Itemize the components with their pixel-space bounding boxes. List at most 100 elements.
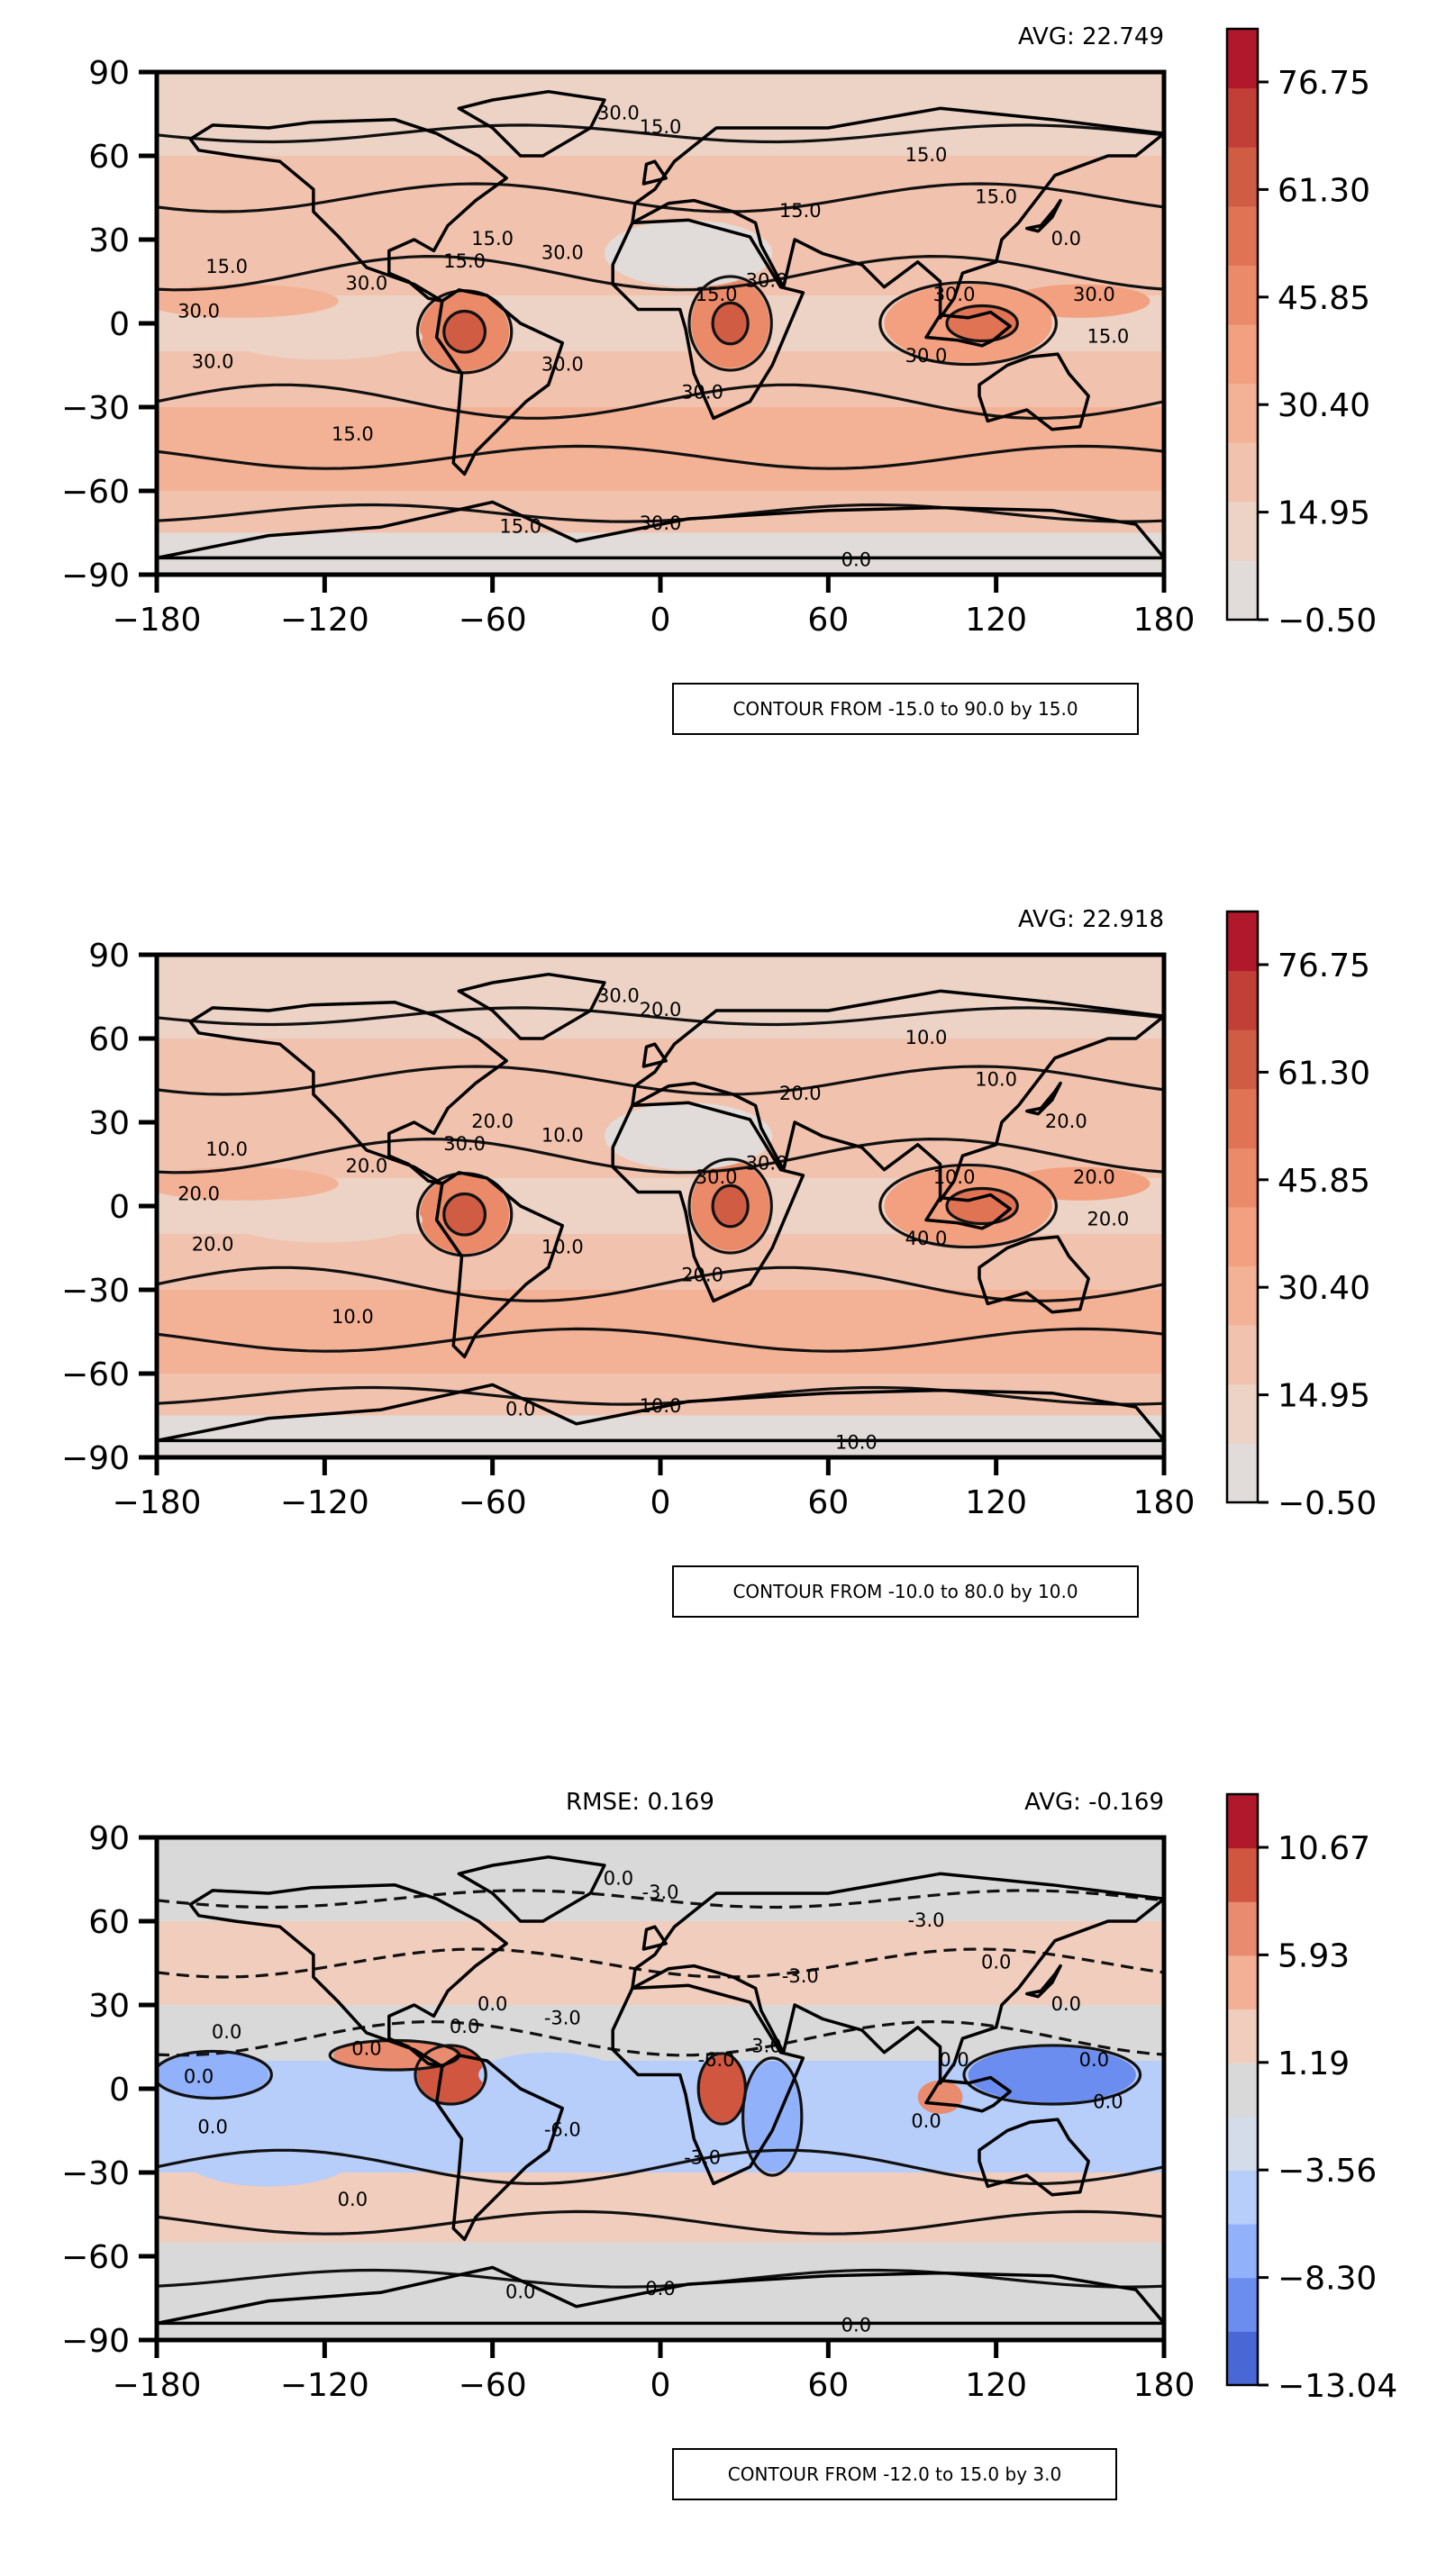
contour-line <box>878 1163 1059 1249</box>
contour-label: 0.0 <box>477 1993 507 2015</box>
colorbar-segment <box>1227 501 1258 561</box>
colorbar-segment <box>1227 324 1258 385</box>
map-panel-3: RMSE: 0.169 AVG: -0.169 0.0 0.0 0.0 0.0 0.0 0… <box>0 1765 1446 2576</box>
y-tick-label: 60 <box>88 139 130 176</box>
x-tick-label: 180 <box>1133 2367 1196 2404</box>
contour-line <box>442 309 487 354</box>
contour-label: 20.0 <box>681 1265 723 1286</box>
contour-label: 0.0 <box>450 2016 479 2037</box>
contour-label: 0.0 <box>505 2281 535 2302</box>
contour-label: 30.0 <box>696 1166 738 1188</box>
contour-note: CONTOUR FROM -12.0 to 15.0 by 3.0 <box>672 2448 1117 2500</box>
contour-label: 30.0 <box>177 301 220 322</box>
coastline <box>434 288 565 476</box>
colorbar-segment <box>1227 1847 1258 1902</box>
contour-line <box>157 123 1164 144</box>
colorbar-segment <box>1227 2063 1258 2118</box>
contour-label: 15.0 <box>696 284 738 305</box>
contour-label: 0.0 <box>939 2049 969 2071</box>
field-blob <box>478 2052 619 2098</box>
contour-label: 0.0 <box>841 2315 871 2336</box>
contour-label: 0.0 <box>184 2066 214 2088</box>
filled-field <box>157 1837 1164 2340</box>
contour-label: -3.0 <box>544 2008 581 2029</box>
colorbar-tick-label: 30.40 <box>1278 1270 1370 1307</box>
colorbar-tick-label: −13.04 <box>1278 2368 1397 2405</box>
contour-label: 15.0 <box>205 256 248 277</box>
rmse-label: RMSE: 0.169 <box>566 1789 714 1816</box>
colorbar-segment <box>1227 87 1258 148</box>
coastline <box>157 2265 1164 2326</box>
field-band <box>157 1290 1164 1374</box>
colorbar-tick-label: 76.75 <box>1278 65 1370 102</box>
coastline <box>1025 198 1062 233</box>
contour-label: 0.0 <box>197 2116 227 2137</box>
colorbar-tick-label: −0.50 <box>1278 1485 1377 1522</box>
colorbar-segment <box>1227 1901 1258 1956</box>
colorbar-segment <box>1227 29 1258 89</box>
x-tick-label: −120 <box>280 2367 369 2404</box>
map-panel-1: AVG: 22.749 15.0 30.0 30.0 15.0 30.0 15.0 15.0… <box>0 0 1446 811</box>
field-band <box>157 72 1164 156</box>
contour-label: 30.0 <box>597 985 640 1007</box>
colorbar-segment <box>1227 2224 1258 2279</box>
contour-line <box>878 280 1059 367</box>
y-tick-label: 30 <box>88 1988 130 2025</box>
colorbar-segment <box>1227 1325 1258 1385</box>
field-blob <box>948 306 1016 340</box>
field-band <box>157 351 1164 407</box>
field-blob <box>444 1194 485 1234</box>
contour-label: 30.0 <box>192 350 234 372</box>
coastline <box>631 106 1164 320</box>
colorbar-tick-label: 61.30 <box>1278 1055 1370 1092</box>
y-tick-label: 0 <box>109 2072 130 2109</box>
field-band <box>157 2298 1164 2340</box>
colorbar-tick-label: 14.95 <box>1278 1378 1370 1415</box>
field-blob <box>1010 1166 1150 1201</box>
field-blob <box>714 1186 748 1226</box>
contour-label: 15.0 <box>332 423 374 445</box>
contour-label: 30.0 <box>681 382 723 404</box>
coastline <box>641 1042 668 1068</box>
contour-label: -3.0 <box>908 1909 945 1931</box>
y-tick-label: −90 <box>61 558 130 594</box>
coastline <box>457 972 606 1040</box>
coastline <box>631 989 1164 1202</box>
contour-label: 10.0 <box>640 1395 682 1417</box>
contour-label: 15.0 <box>640 116 682 138</box>
contour-label: 30.0 <box>905 345 948 367</box>
colorbar-segment <box>1227 1443 1258 1503</box>
contour-label: 15.0 <box>975 186 1017 208</box>
field-blob <box>948 1189 1016 1223</box>
coastline <box>641 159 668 186</box>
contour-label: 0.0 <box>911 2110 941 2132</box>
y-tick-label: 60 <box>88 1021 130 1058</box>
colorbar-frame <box>1225 910 1260 1504</box>
field-band <box>157 1415 1164 1457</box>
contour-label: 10.0 <box>905 1027 948 1048</box>
contour-line <box>962 2044 1142 2106</box>
coastline <box>924 2075 1012 2113</box>
contour-label: -6.0 <box>698 2049 735 2071</box>
x-tick-label: −180 <box>113 602 202 639</box>
field-band <box>157 407 1164 491</box>
contour-line <box>687 1157 773 1255</box>
colorbar-tick-label: 30.40 <box>1278 387 1370 424</box>
contour-note: CONTOUR FROM -10.0 to 80.0 by 10.0 <box>672 1565 1139 1618</box>
y-tick-label: 0 <box>109 1189 130 1226</box>
coastline <box>641 1925 668 1951</box>
x-tick-label: −120 <box>280 1484 369 1521</box>
coastline <box>457 1855 606 1923</box>
coastline <box>611 1983 805 2186</box>
contour-label: 20.0 <box>1045 1111 1087 1132</box>
contour-line <box>157 1327 1164 1353</box>
colorbar-segment <box>1227 2277 1258 2332</box>
coastline <box>611 1101 805 1303</box>
avg-label: AVG: -0.169 <box>1024 1789 1164 1816</box>
field-band <box>157 1234 1164 1290</box>
x-tick-label: 60 <box>807 1484 849 1521</box>
colorbar-tick-label: −0.50 <box>1278 603 1377 639</box>
x-tick-label: 60 <box>807 2367 849 2404</box>
contour-label: 20.0 <box>192 1233 234 1255</box>
field-blob <box>604 220 773 287</box>
